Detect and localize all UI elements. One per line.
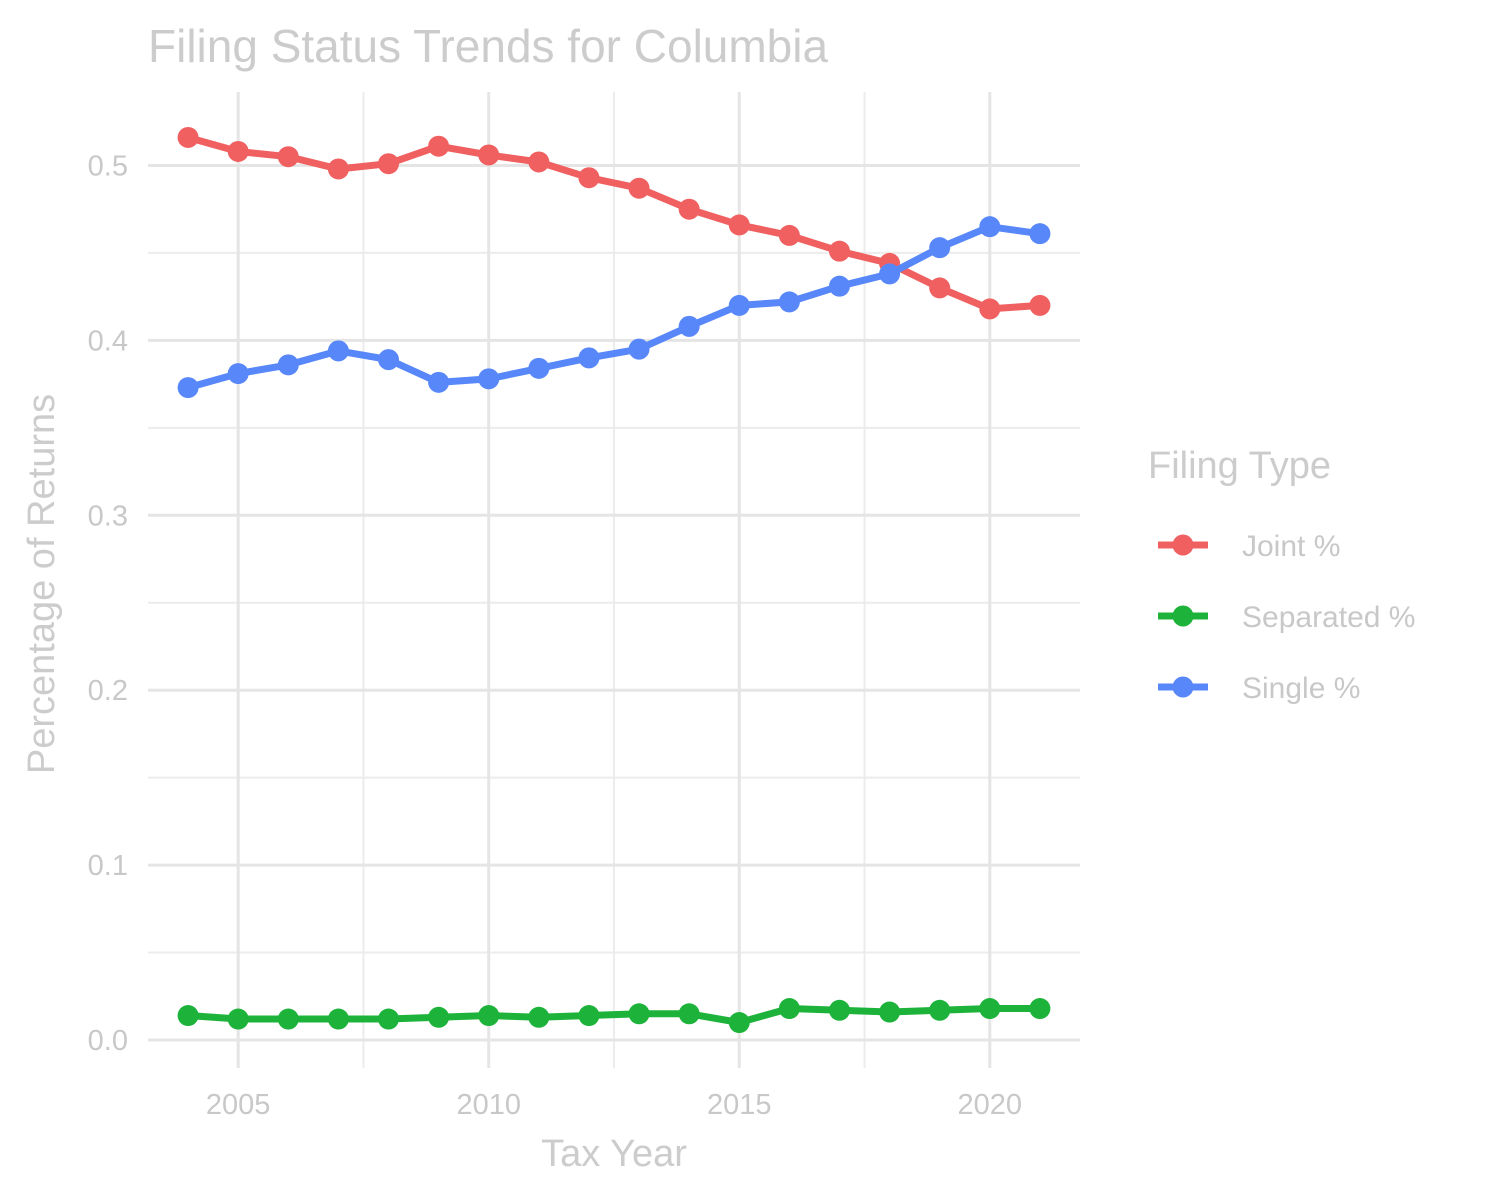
data-point-single bbox=[378, 349, 400, 371]
data-point-separated bbox=[578, 1005, 600, 1027]
data-point-single bbox=[1029, 223, 1051, 245]
x-tick-label: 2005 bbox=[206, 1089, 271, 1121]
data-point-separated bbox=[929, 999, 951, 1021]
data-point-separated bbox=[1029, 998, 1051, 1020]
x-axis-ticks: 2005 2010 2015 2020 bbox=[206, 1089, 1022, 1121]
legend-label: Separated % bbox=[1242, 601, 1415, 634]
y-tick-label: 0.1 bbox=[88, 850, 128, 882]
data-point-joint bbox=[327, 158, 349, 180]
legend-item-joint: Joint % bbox=[1158, 530, 1340, 563]
legend: Filing Type Joint % Separated % Single % bbox=[1148, 445, 1415, 705]
data-point-separated bbox=[628, 1003, 650, 1025]
legend-items: Joint % Separated % Single % bbox=[1158, 530, 1415, 705]
data-point-separated bbox=[378, 1008, 400, 1030]
data-point-single bbox=[929, 237, 951, 259]
data-point-joint bbox=[378, 153, 400, 175]
data-point-single bbox=[678, 315, 700, 337]
y-tick-label: 0.0 bbox=[88, 1025, 128, 1057]
data-point-separated bbox=[828, 999, 850, 1021]
y-tick-label: 0.2 bbox=[88, 675, 128, 707]
data-point-single bbox=[177, 377, 199, 399]
y-tick-label: 0.5 bbox=[88, 150, 128, 182]
y-axis-ticks: 0.0 0.1 0.2 0.3 0.4 0.5 bbox=[88, 150, 128, 1057]
y-tick-label: 0.4 bbox=[88, 325, 128, 357]
data-point-single bbox=[879, 263, 901, 285]
legend-title: Filing Type bbox=[1148, 445, 1331, 487]
data-point-separated bbox=[879, 1001, 901, 1023]
data-point-joint bbox=[1029, 294, 1051, 316]
data-point-single bbox=[728, 294, 750, 316]
data-point-joint bbox=[177, 126, 199, 148]
data-point-joint bbox=[277, 146, 299, 168]
data-point-separated bbox=[327, 1008, 349, 1030]
data-point-separated bbox=[678, 1003, 700, 1025]
data-point-single bbox=[628, 338, 650, 360]
data-point-separated bbox=[528, 1006, 550, 1028]
data-point-single bbox=[828, 275, 850, 297]
y-tick-label: 0.3 bbox=[88, 500, 128, 532]
data-point-single bbox=[478, 368, 500, 390]
legend-item-single: Single % bbox=[1158, 672, 1360, 705]
data-point-separated bbox=[728, 1012, 750, 1034]
data-point-joint bbox=[979, 298, 1001, 320]
data-point-joint bbox=[678, 198, 700, 220]
data-point-single bbox=[778, 291, 800, 313]
data-point-single bbox=[327, 340, 349, 362]
legend-item-separated: Separated % bbox=[1158, 601, 1415, 634]
data-point-separated bbox=[478, 1005, 500, 1027]
data-point-separated bbox=[979, 998, 1001, 1020]
series-single bbox=[177, 216, 1051, 399]
legend-key-point bbox=[1172, 605, 1194, 627]
legend-key-point bbox=[1172, 676, 1194, 698]
data-point-single bbox=[528, 357, 550, 379]
data-point-separated bbox=[778, 998, 800, 1020]
legend-label: Joint % bbox=[1242, 530, 1340, 563]
x-tick-label: 2020 bbox=[958, 1089, 1023, 1121]
data-point-separated bbox=[428, 1006, 450, 1028]
x-tick-label: 2010 bbox=[456, 1089, 521, 1121]
x-axis-title: Tax Year bbox=[541, 1133, 687, 1175]
data-point-joint bbox=[728, 214, 750, 236]
grid bbox=[148, 92, 1080, 1068]
data-point-separated bbox=[177, 1005, 199, 1027]
data-point-single bbox=[578, 347, 600, 369]
data-point-joint bbox=[828, 240, 850, 262]
series-separated bbox=[177, 998, 1051, 1034]
data-point-joint bbox=[227, 140, 249, 162]
data-point-separated bbox=[227, 1008, 249, 1030]
chart-title: Filing Status Trends for Columbia bbox=[148, 20, 828, 72]
data-point-separated bbox=[277, 1008, 299, 1030]
data-point-joint bbox=[478, 144, 500, 166]
data-point-joint bbox=[528, 151, 550, 173]
data-point-single bbox=[428, 371, 450, 393]
data-point-joint bbox=[929, 277, 951, 299]
legend-label: Single % bbox=[1242, 672, 1360, 705]
data-point-joint bbox=[578, 167, 600, 189]
data-point-single bbox=[979, 216, 1001, 238]
series-layer bbox=[177, 126, 1051, 1034]
y-axis-title: Percentage of Returns bbox=[21, 394, 63, 774]
data-point-joint bbox=[778, 224, 800, 246]
data-point-joint bbox=[428, 135, 450, 157]
data-point-single bbox=[277, 354, 299, 376]
data-point-joint bbox=[628, 177, 650, 199]
data-point-single bbox=[227, 363, 249, 385]
legend-key-point bbox=[1172, 534, 1194, 556]
x-tick-label: 2015 bbox=[707, 1089, 772, 1121]
